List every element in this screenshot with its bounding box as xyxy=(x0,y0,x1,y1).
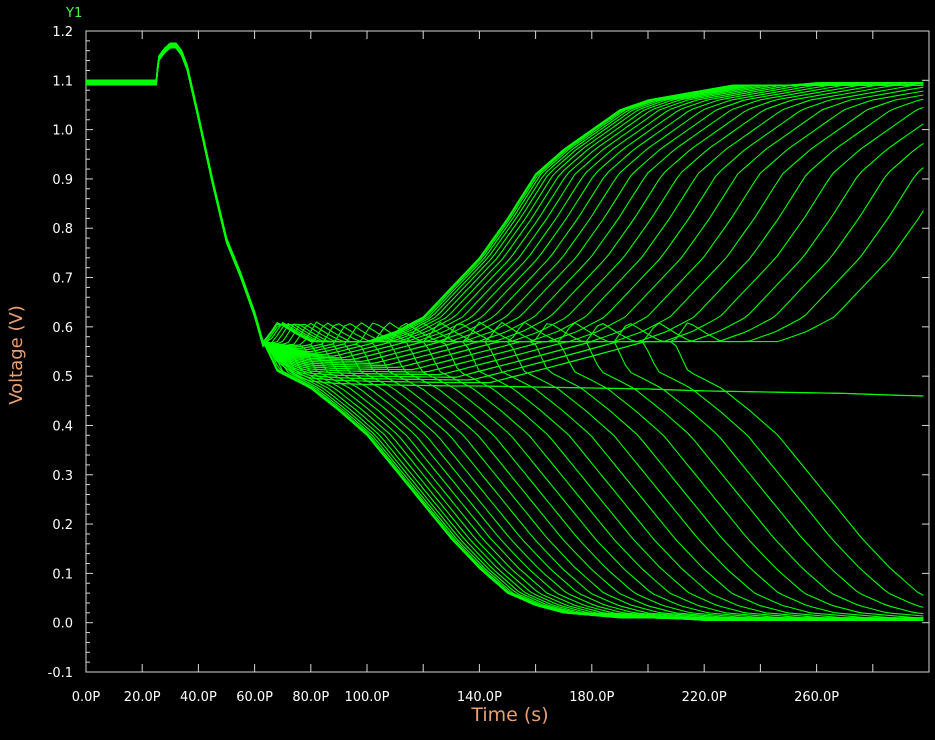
waveform-series-line xyxy=(86,42,924,617)
y-tick-label: 0.4 xyxy=(52,419,73,434)
waveform-series-line xyxy=(86,43,924,621)
waveform-metastable-line xyxy=(86,42,924,397)
y-tick-label: 1.0 xyxy=(52,124,73,139)
y-axis-label: Voltage (V) xyxy=(6,305,27,405)
waveform-series-line xyxy=(86,47,924,619)
waveform-series-line xyxy=(86,44,924,621)
y-tick-label: 1.1 xyxy=(52,74,73,89)
waveform-series-line xyxy=(86,44,924,621)
y-tick-label: 0.0 xyxy=(52,617,73,632)
y-tick-label: 0.6 xyxy=(52,321,73,336)
x-tick-label: 260.0P xyxy=(794,690,839,705)
waveform-series-line xyxy=(86,44,924,596)
x-tick-label: 140.0P xyxy=(457,690,502,705)
x-tick-label: 220.0P xyxy=(682,690,727,705)
y-tick-label: 0.1 xyxy=(52,567,73,582)
y-axis-tag: Y1 xyxy=(65,6,82,21)
waveform-series-line xyxy=(86,44,924,608)
axes: -0.1 0.0 0.1 0.2 0.3 0.4 0.5 0.6 0.7 0.8 0.9 1.0 1.1… xyxy=(48,25,930,705)
waveform-series-line xyxy=(86,46,924,619)
waveform-series-line xyxy=(86,45,924,621)
y-tick-label: 0.8 xyxy=(52,222,73,237)
y-tick-label: 0.5 xyxy=(52,370,73,385)
y-tick-label: 0.2 xyxy=(52,518,73,533)
y-tick-label: 1.2 xyxy=(52,25,73,40)
x-axis-label: Time (s) xyxy=(470,704,548,726)
waveform-series-line xyxy=(86,43,924,615)
x-tick-label: 20.0P xyxy=(124,690,161,705)
waveform-series-line xyxy=(86,44,924,621)
x-tick-label: 60.0P xyxy=(236,690,273,705)
waveform-traces xyxy=(86,42,924,621)
y-tick-label: -0.1 xyxy=(48,666,73,681)
x-tick-label: 180.0P xyxy=(569,690,614,705)
x-tick-label: 40.0P xyxy=(180,690,217,705)
y-tick-label: 0.7 xyxy=(52,272,73,287)
x-tick-label: 80.0P xyxy=(292,690,329,705)
plot-frame xyxy=(85,30,930,673)
x-tick-label: 100.0P xyxy=(344,690,389,705)
y-tick-label: 0.9 xyxy=(52,173,73,188)
x-tick-label: 0.0P xyxy=(72,690,101,705)
y-tick-label: 0.3 xyxy=(52,469,73,484)
waveform-series-line xyxy=(86,45,924,620)
waveform-series-line xyxy=(86,46,924,621)
